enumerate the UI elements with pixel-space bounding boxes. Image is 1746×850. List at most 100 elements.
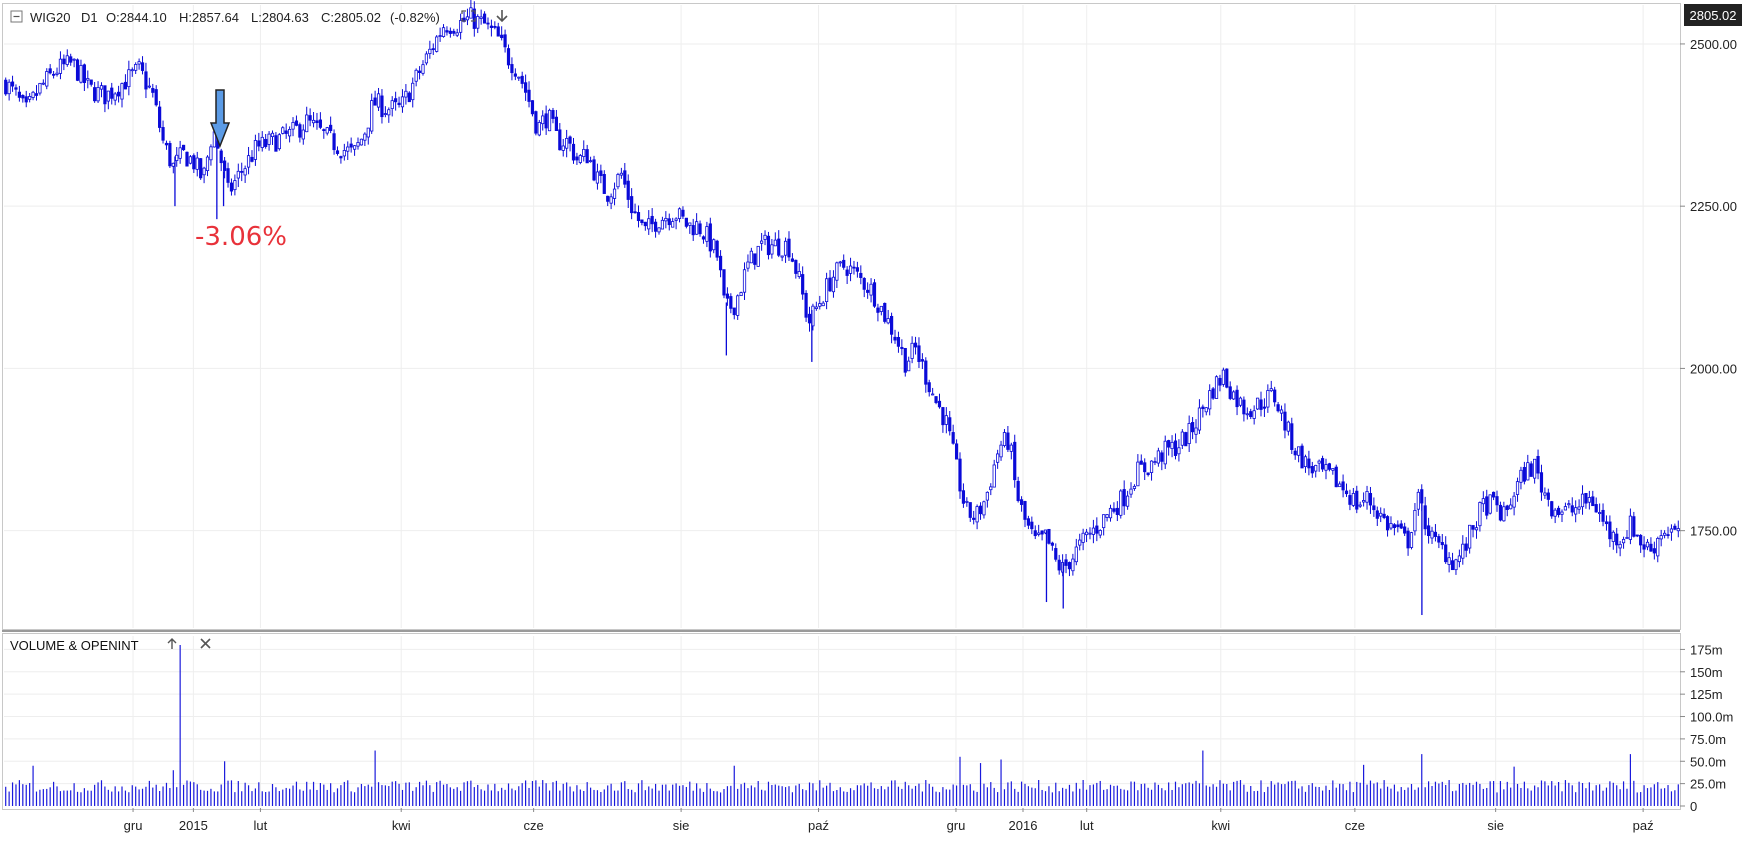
candle — [390, 96, 394, 117]
candle — [931, 387, 935, 396]
candle — [520, 71, 524, 89]
expand-icon[interactable] — [461, 10, 476, 22]
candle — [1625, 530, 1629, 539]
candle — [780, 255, 784, 262]
candle — [1132, 484, 1137, 491]
candle — [7, 79, 11, 101]
time-tick-label: 2015 — [179, 818, 208, 833]
candle — [965, 497, 969, 507]
candle — [1047, 528, 1051, 545]
candle — [1392, 523, 1396, 536]
candle — [1249, 408, 1253, 420]
candle — [718, 250, 723, 278]
arrow-up-icon[interactable] — [167, 638, 177, 649]
candle — [452, 28, 456, 37]
candle — [1652, 541, 1656, 560]
candle — [329, 116, 333, 134]
candle — [158, 101, 162, 133]
candle — [236, 163, 240, 188]
candle — [893, 329, 897, 344]
candle — [1444, 536, 1448, 564]
candle — [1536, 449, 1540, 480]
candle — [1273, 386, 1277, 407]
candle — [684, 217, 688, 229]
candle — [1533, 458, 1537, 484]
candle — [705, 221, 709, 248]
candle — [137, 58, 141, 70]
candle — [1608, 515, 1612, 548]
candle — [1307, 450, 1311, 476]
time-tick-label: lut — [254, 818, 268, 833]
candle — [821, 300, 825, 307]
candle — [883, 302, 887, 324]
candle — [72, 58, 76, 68]
candle — [954, 439, 959, 460]
candle — [770, 238, 774, 259]
time-tick-label: gru — [947, 818, 966, 833]
price-axis: 2500.00 2250.00 2000.00 1750.00 — [1680, 37, 1737, 539]
candle — [589, 156, 593, 163]
minus-box-icon[interactable] — [10, 10, 23, 23]
candle — [106, 90, 110, 110]
candle — [1351, 487, 1355, 508]
candle — [1037, 524, 1041, 537]
candle — [151, 83, 155, 98]
candle — [1160, 450, 1164, 471]
candle — [48, 64, 52, 75]
candle — [1515, 477, 1520, 502]
candle — [281, 126, 285, 135]
candle — [1146, 472, 1150, 477]
volume-tick-label: 75.0m — [1690, 732, 1726, 747]
candle — [756, 245, 760, 267]
candle — [653, 218, 658, 238]
candle — [370, 93, 374, 134]
candle — [253, 134, 257, 166]
candle — [664, 211, 668, 229]
candle — [308, 108, 312, 127]
candle — [58, 51, 63, 80]
candle — [585, 144, 589, 164]
candle — [859, 265, 863, 285]
candle — [322, 128, 326, 139]
candle — [1266, 384, 1270, 413]
candle — [1276, 401, 1280, 413]
candle — [387, 107, 391, 123]
candle — [677, 207, 682, 223]
candle — [1245, 407, 1249, 420]
candle — [243, 165, 247, 183]
candle — [1461, 535, 1465, 565]
close-icon[interactable] — [200, 638, 211, 649]
candle — [1153, 457, 1157, 466]
candle — [414, 68, 418, 87]
candle — [1201, 404, 1205, 418]
volume-tick-label: 100.0m — [1690, 710, 1733, 725]
candle — [657, 227, 661, 235]
candle — [524, 74, 528, 101]
arrow-down-icon[interactable] — [496, 10, 508, 23]
candle — [1221, 367, 1225, 387]
candle — [551, 107, 555, 124]
close-value: C:2805.02 — [321, 10, 381, 25]
candle — [284, 123, 288, 139]
candle — [1088, 527, 1092, 540]
candle — [1297, 446, 1301, 463]
candle — [352, 145, 357, 156]
candle — [335, 146, 340, 156]
down-arrow-icon[interactable] — [209, 89, 231, 149]
candle — [835, 261, 839, 289]
candle — [773, 232, 777, 247]
candle — [161, 120, 165, 144]
candle — [1618, 540, 1622, 557]
candle — [4, 77, 8, 96]
candle — [34, 85, 39, 101]
candle — [975, 504, 979, 530]
candle — [366, 127, 370, 145]
candle — [1108, 504, 1113, 522]
candle — [992, 459, 996, 488]
candle — [760, 232, 764, 251]
drop-annotation: -3.06% — [195, 89, 287, 252]
candle — [1208, 384, 1212, 416]
candle — [41, 79, 45, 86]
candle — [291, 117, 295, 137]
candle — [175, 146, 179, 167]
